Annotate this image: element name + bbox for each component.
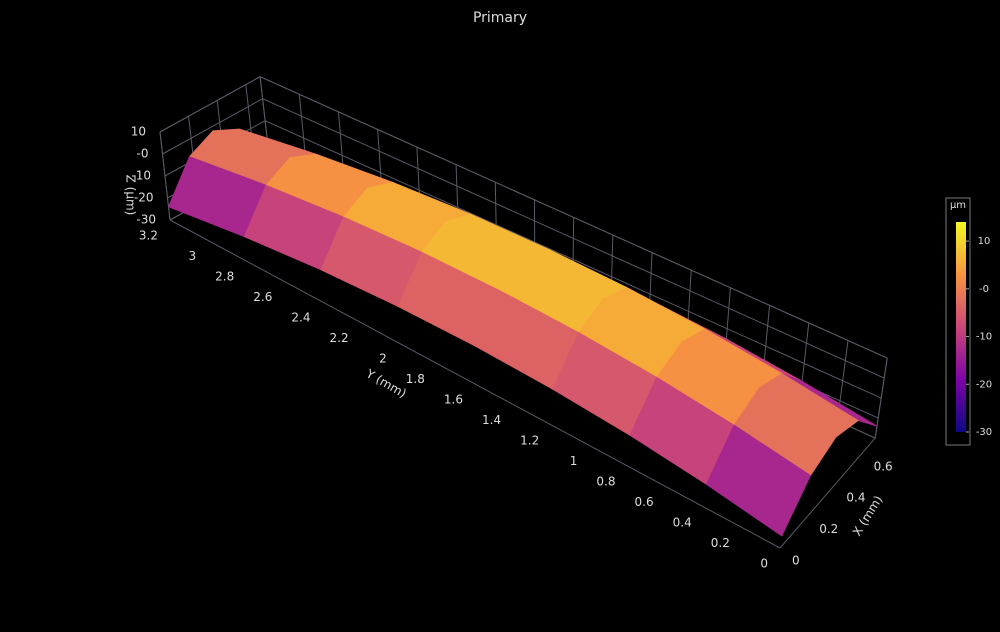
y-tick-label: 2.4 <box>291 311 310 325</box>
x-tick-label: 0 <box>792 554 800 568</box>
colorbar-title: µm <box>950 200 966 211</box>
z-tick-label: -0 <box>137 147 149 161</box>
y-tick-label: 1 <box>570 454 578 468</box>
y-tick-label: 1.8 <box>406 372 425 386</box>
colorbar-tick-label: 10 <box>978 236 991 247</box>
y-tick-label: 3.2 <box>139 229 158 243</box>
x-tick-label: 0.2 <box>819 522 838 536</box>
y-tick-label: 0.6 <box>635 495 654 509</box>
z-tick-label: -10 <box>131 169 151 183</box>
surface-cell <box>705 424 812 537</box>
y-tick-label: 0.8 <box>596 475 615 489</box>
z-tick-label: -20 <box>134 191 154 205</box>
colorbar <box>956 222 966 432</box>
y-tick-label: 0.2 <box>711 536 730 550</box>
colorbar-tick-label: -10 <box>976 332 992 343</box>
y-tick-label: 1.2 <box>520 434 539 448</box>
grid-line <box>262 98 885 379</box>
colorbar-tick-label: -20 <box>976 379 992 390</box>
z-tick-label: 10 <box>131 125 146 139</box>
chart-title: Primary <box>473 10 527 26</box>
y-tick-label: 1.4 <box>482 413 501 427</box>
box-edge <box>779 437 876 549</box>
grid-line <box>264 120 882 399</box>
z-axis-label: Z (µm) <box>124 175 138 216</box>
box-edge <box>169 219 781 549</box>
y-tick-label: 0.4 <box>673 516 692 530</box>
y-tick-label: 2.8 <box>215 270 234 284</box>
y-tick-label: 3 <box>188 249 196 263</box>
y-tick-label: 2.2 <box>330 331 349 345</box>
y-tick-label: 2.6 <box>253 290 272 304</box>
y-tick-label: 2 <box>379 352 387 366</box>
y-tick-label: 1.6 <box>444 393 463 407</box>
grid-line <box>259 76 888 359</box>
grid-line <box>159 131 171 221</box>
x-tick-label: 0.4 <box>846 491 865 505</box>
grid-line <box>159 76 261 133</box>
z-tick-label: -30 <box>136 213 156 227</box>
colorbar-frame <box>945 197 971 446</box>
x-tick-label: 0.6 <box>874 459 893 473</box>
grid-line <box>162 98 263 155</box>
colorbar-tick-label: -0 <box>979 284 989 295</box>
y-tick-label: 0 <box>760 557 768 571</box>
colorbar-tick-label: -30 <box>976 427 992 438</box>
